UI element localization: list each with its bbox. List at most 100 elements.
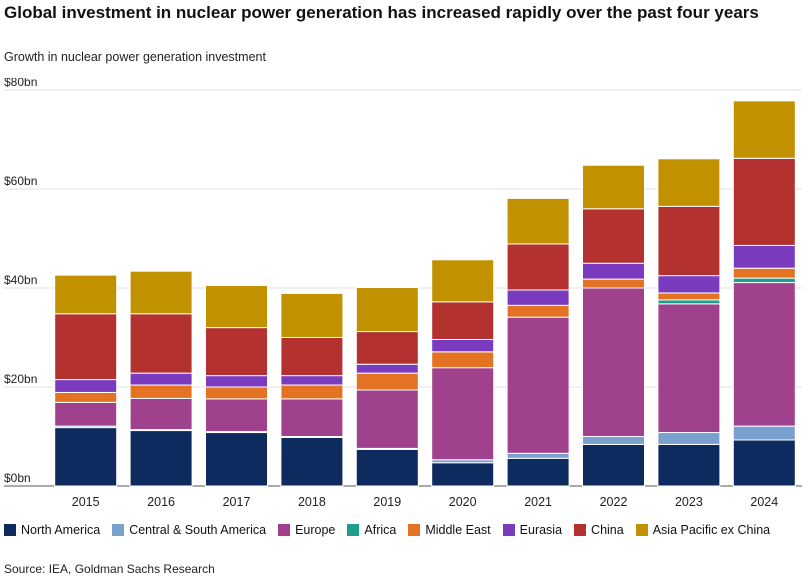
x-tick-label: 2018 [298, 495, 326, 509]
x-tick-label: 2017 [223, 495, 251, 509]
legend-item: Middle East [408, 523, 491, 537]
legend-label: Eurasia [519, 523, 563, 537]
legend-swatch [408, 524, 421, 536]
bar-segment [657, 292, 721, 301]
legend-swatch [112, 524, 125, 536]
bar-segment [657, 443, 721, 487]
bar-stack-2015 [54, 274, 118, 487]
bar-stack-2022 [582, 164, 645, 487]
bar-segment [732, 157, 796, 246]
bar-segment [506, 197, 570, 245]
bar-stack-2024 [732, 100, 796, 487]
bar-segment [205, 285, 268, 329]
bar-segment [657, 205, 721, 277]
bar-segment [205, 375, 268, 388]
bar-stacks [54, 100, 796, 487]
chart-subtitle: Growth in nuclear power generation inves… [4, 50, 266, 64]
bar-segment [732, 282, 796, 427]
x-tick-label: 2015 [72, 495, 100, 509]
bar-segment [355, 363, 419, 374]
bar-stack-2023 [657, 158, 721, 487]
bar-stack-2018 [280, 292, 344, 487]
bar-segment [129, 372, 193, 386]
bar-segment [506, 452, 570, 459]
bar-segment [431, 338, 495, 353]
x-tick-label: 2019 [373, 495, 401, 509]
y-tick-label: $20bn [4, 372, 37, 386]
bar-segment [732, 439, 796, 487]
bar-segment [582, 164, 645, 210]
legend-item: North America [4, 523, 100, 537]
bar-segment [582, 436, 645, 445]
legend-item: Asia Pacific ex China [635, 523, 771, 537]
bar-segment [506, 316, 570, 454]
bar-segment [732, 100, 796, 159]
bar-segment [732, 267, 796, 279]
legend: North America Central & South America Euro… [4, 523, 810, 537]
bar-segment [205, 398, 268, 433]
legend-swatch [278, 524, 291, 536]
bar-segment [732, 244, 796, 269]
bar-segment [431, 259, 495, 303]
legend-item: Africa [347, 523, 396, 537]
bar-segment [355, 287, 419, 333]
y-tick-label: $40bn [4, 273, 37, 287]
bar-segment [355, 448, 419, 487]
legend-label: Middle East [425, 523, 491, 537]
x-tick-label: 2020 [449, 495, 477, 509]
bar-segment [431, 367, 495, 461]
legend-label: Asia Pacific ex China [652, 523, 771, 537]
bar-segment [582, 208, 645, 264]
bar-segment [280, 436, 344, 487]
legend-swatch [347, 524, 360, 536]
bar-segment [657, 432, 721, 445]
bar-segment [657, 158, 721, 207]
bar-segment [355, 389, 419, 449]
bar-segment [54, 391, 118, 403]
bar-segment [431, 301, 495, 340]
bar-segment [280, 375, 344, 386]
source-note: Source: IEA, Goldman Sachs Research [4, 562, 215, 576]
bar-segment [506, 289, 570, 306]
bar-segment [506, 304, 570, 318]
bar-segment [205, 386, 268, 400]
bar-segment [657, 299, 721, 305]
legend-swatch [635, 524, 648, 536]
bar-segment [657, 275, 721, 294]
bar-segment [431, 462, 495, 487]
legend-item: Europe [278, 523, 335, 537]
legend-swatch [574, 524, 587, 536]
bar-segment [205, 327, 268, 377]
bar-segment [280, 337, 344, 377]
legend-label: China [591, 523, 624, 537]
y-axis-labels: $0bn $20bn $40bn $60bn $80bn [4, 78, 37, 485]
y-tick-label: $80bn [4, 78, 37, 89]
bar-segment [732, 277, 796, 284]
bar-stack-2019 [355, 287, 419, 487]
bar-segment [506, 243, 570, 291]
bar-segment [732, 425, 796, 441]
x-tick-label: 2021 [524, 495, 552, 509]
x-tick-label: 2022 [600, 495, 628, 509]
bar-segment [582, 262, 645, 280]
bar-stack-2017 [205, 285, 268, 487]
bar-segment [280, 292, 344, 339]
bar-segment [280, 384, 344, 400]
legend-swatch [502, 524, 515, 536]
x-tick-label: 2016 [147, 495, 175, 509]
bar-segment [582, 278, 645, 289]
bar-stack-2016 [129, 270, 193, 487]
bar-segment [582, 287, 645, 437]
x-tick-label: 2024 [750, 495, 778, 509]
bar-segment [431, 351, 495, 369]
bar-segment [205, 432, 268, 487]
bar-segment [54, 274, 118, 315]
x-axis-labels: 2015 2016 2017 2018 2019 2020 2021 2022 2023 2024 [72, 495, 778, 509]
x-tick-label: 2023 [675, 495, 703, 509]
y-tick-label: $0bn [4, 471, 31, 485]
bar-segment [54, 427, 118, 487]
bar-segment [582, 443, 645, 487]
bar-segment [657, 303, 721, 434]
bar-segment [129, 270, 193, 315]
legend-label: Africa [364, 523, 397, 537]
